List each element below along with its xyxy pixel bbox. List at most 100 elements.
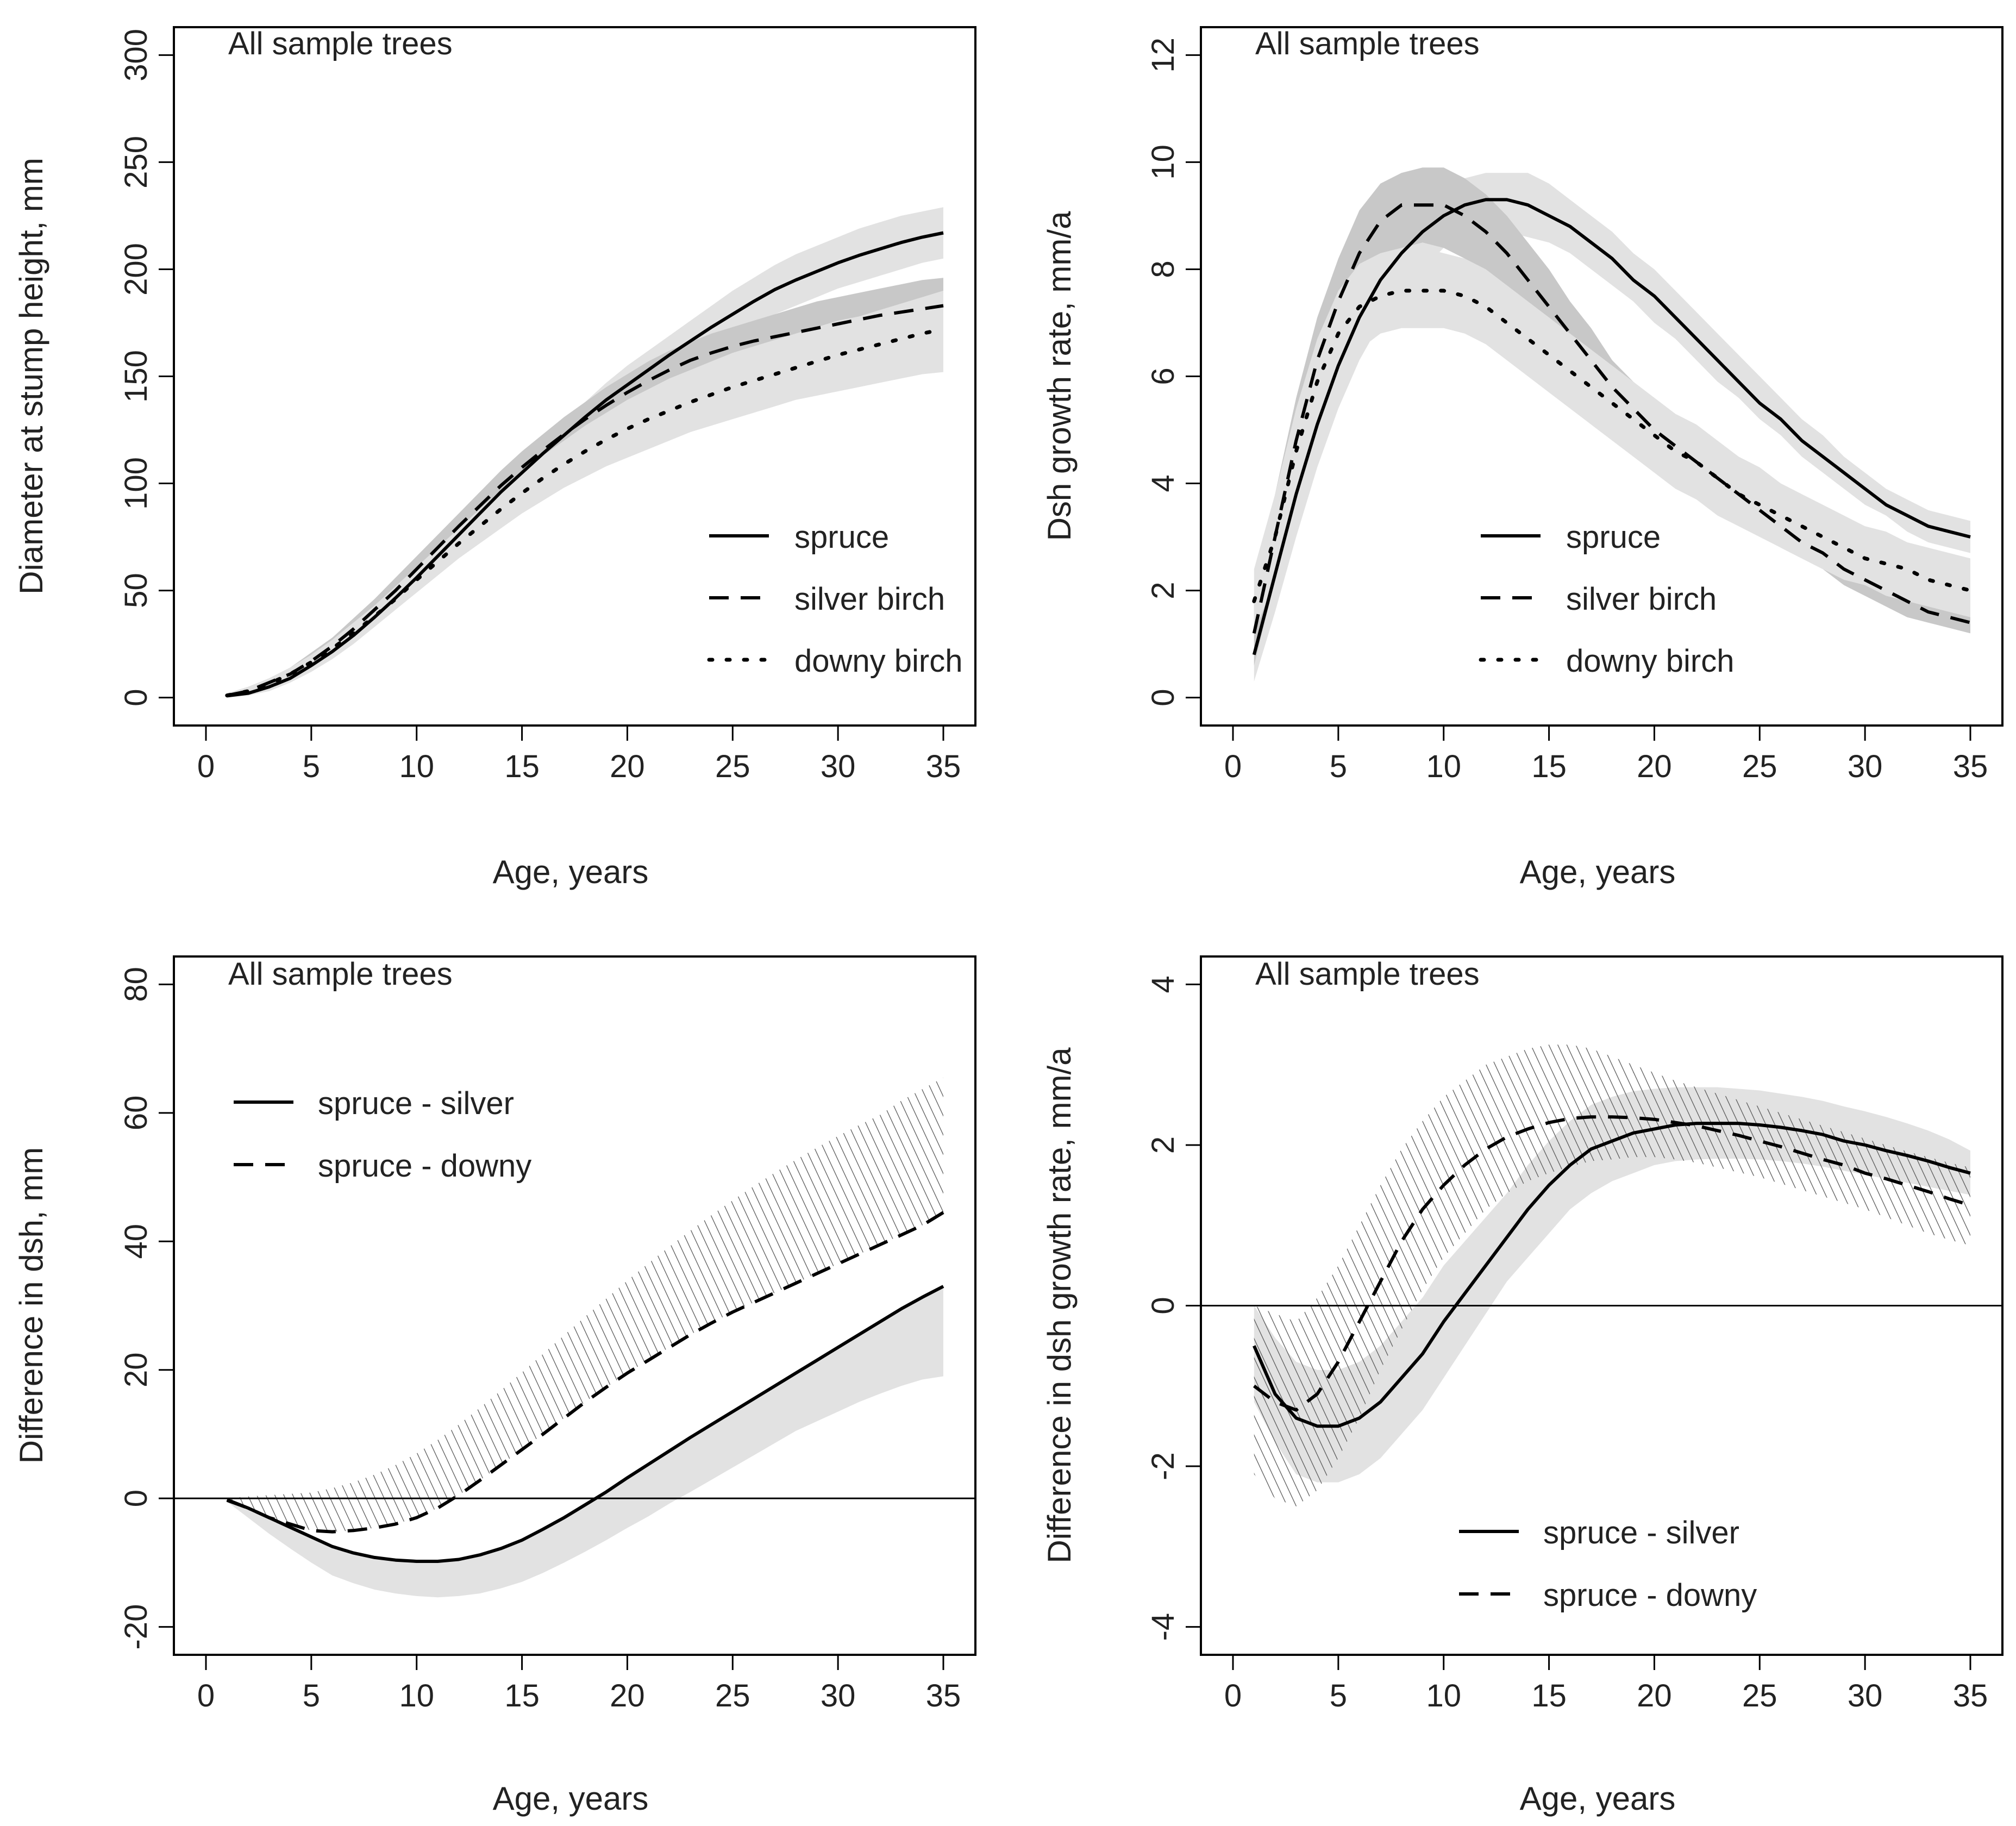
x-tick-label: 10: [399, 749, 434, 784]
legend-item-spruce-downy: spruce - downy: [234, 1148, 531, 1184]
y-tick-label: 6: [1145, 367, 1181, 385]
series-line-silver-birch: [227, 304, 944, 697]
x-tick-label: 30: [1848, 749, 1883, 784]
x-tick-label: 0: [1224, 1678, 1242, 1714]
legend: spruce silver birch downy birch: [1479, 520, 1734, 679]
series-line-spruce-silver: [226, 1285, 944, 1563]
x-tick-label: 35: [926, 1678, 961, 1714]
x-tick-label: 0: [197, 1678, 215, 1714]
y-tick-label: 2: [1145, 1136, 1181, 1154]
y-axis-title: Difference in dsh, mm: [13, 1147, 49, 1464]
y-tick-label: 200: [118, 243, 154, 296]
series-line-spruce: [1252, 198, 1971, 655]
panel-title: All sample trees: [228, 26, 453, 61]
x-tick-label: 5: [1330, 1678, 1347, 1714]
y-tick-label: 4: [1145, 975, 1181, 993]
y-tick-label: 60: [118, 1096, 154, 1131]
y-tick-label: 50: [118, 573, 154, 608]
x-tick-label: 15: [1531, 1678, 1567, 1714]
x-axis-title: Age, years: [493, 1780, 649, 1817]
x-tick-label: 0: [197, 749, 215, 784]
x-tick-label: 25: [715, 1678, 750, 1714]
legend-label-spruce-downy: spruce - downy: [1543, 1578, 1757, 1613]
x-tick-label: 35: [1953, 749, 1988, 784]
series-line-downy-birch: [1252, 289, 1973, 603]
y-tick-label: 4: [1145, 474, 1181, 492]
legend-item-silver-birch: silver birch: [709, 581, 945, 617]
x-tick-label: 5: [303, 1678, 320, 1714]
x-tick-label: 5: [1330, 749, 1347, 784]
y-tick-label: 80: [118, 967, 154, 1002]
legend-label-spruce-downy: spruce - downy: [318, 1148, 531, 1184]
x-tick-label: 25: [1742, 1678, 1777, 1714]
y-tick-label: 0: [118, 689, 154, 706]
legend-label-downy-birch: downy birch: [794, 643, 962, 679]
legend-label-spruce-silver: spruce - silver: [1543, 1515, 1739, 1550]
y-tick-label: -2: [1145, 1452, 1181, 1480]
panel-growth-rate: All sample trees Age, years Dsh growth r…: [1041, 26, 2004, 890]
series-line-spruce-downy: [226, 1211, 944, 1534]
x-tick-label: 10: [1426, 749, 1461, 784]
legend-item-downy-birch: downy birch: [1479, 643, 1734, 679]
panel-diameter-difference: All sample trees Age, years Difference i…: [13, 955, 976, 1817]
y-tick-label: -4: [1145, 1613, 1181, 1641]
series-line-spruce-downy: [1253, 1115, 1971, 1412]
legend-label-silver-birch: silver birch: [794, 581, 945, 617]
x-tick-label: 15: [504, 1678, 540, 1714]
legend-item-spruce: spruce: [1481, 520, 1661, 555]
confidence-band-spruce: [1254, 173, 1970, 682]
confidence-band-spruce-silver: [1254, 1087, 1970, 1483]
legend-item-spruce-silver: spruce - silver: [234, 1086, 514, 1121]
y-axis-title: Diameter at stump height, mm: [13, 158, 49, 595]
x-axis-title: Age, years: [1520, 854, 1676, 890]
y-tick-label: 0: [1145, 689, 1181, 706]
x-tick-label: 35: [1953, 1678, 1988, 1714]
series-line-spruce: [227, 231, 944, 698]
x-tick-label: 35: [926, 749, 961, 784]
x-axis-title: Age, years: [493, 854, 649, 890]
legend: spruce silver birch downy birch: [707, 520, 962, 679]
x-tick-label: 20: [1637, 749, 1672, 784]
confidence-band-downy-birch: [1254, 248, 1970, 634]
y-tick-label: 10: [1145, 145, 1181, 180]
series-line-spruce-silver: [1253, 1122, 1971, 1428]
legend-label-spruce-silver: spruce - silver: [318, 1086, 514, 1121]
x-tick-label: 10: [1426, 1678, 1461, 1714]
legend-item-spruce: spruce: [709, 520, 889, 555]
legend-label-spruce: spruce: [1566, 520, 1661, 555]
y-tick-label: 150: [118, 350, 154, 403]
confidence-band-spruce-downy: [1254, 1045, 1970, 1506]
series-line-downy-birch: [225, 327, 946, 698]
y-tick-label: 300: [118, 29, 154, 82]
legend-item-spruce-downy: spruce - downy: [1459, 1578, 1757, 1613]
x-tick-label: 30: [821, 749, 856, 784]
legend: spruce - silver spruce - downy: [234, 1086, 531, 1184]
panel-growth-rate-difference: All sample trees Age, years Difference i…: [1041, 955, 2004, 1817]
x-tick-label: 20: [610, 749, 645, 784]
y-tick-label: -20: [118, 1604, 154, 1650]
y-tick-label: 8: [1145, 260, 1181, 278]
panel-diameter: All sample trees Age, years Diameter at …: [13, 26, 976, 890]
y-tick-label: 40: [118, 1224, 154, 1259]
legend-item-downy-birch: downy birch: [707, 643, 962, 679]
x-axis-title: Age, years: [1520, 1780, 1676, 1817]
y-axis-title: Difference in dsh growth rate, mm/a: [1041, 1047, 1078, 1564]
legend: spruce - silver spruce - downy: [1459, 1515, 1757, 1613]
x-tick-label: 10: [399, 1678, 434, 1714]
y-tick-label: 20: [118, 1352, 154, 1387]
x-tick-label: 20: [1637, 1678, 1672, 1714]
x-tick-label: 5: [303, 749, 320, 784]
x-tick-label: 0: [1224, 749, 1242, 784]
y-axis-title: Dsh growth rate, mm/a: [1041, 211, 1078, 541]
panel-title: All sample trees: [1255, 956, 1480, 992]
confidence-band-spruce-downy: [227, 1077, 943, 1532]
x-tick-label: 30: [821, 1678, 856, 1714]
confidence-band-spruce: [227, 207, 943, 698]
legend-label-downy-birch: downy birch: [1566, 643, 1734, 679]
x-tick-label: 25: [1742, 749, 1777, 784]
y-tick-label: 0: [118, 1490, 154, 1507]
legend-label-spruce: spruce: [794, 520, 889, 555]
x-tick-label: 15: [504, 749, 540, 784]
confidence-band-downy-birch: [227, 290, 943, 698]
